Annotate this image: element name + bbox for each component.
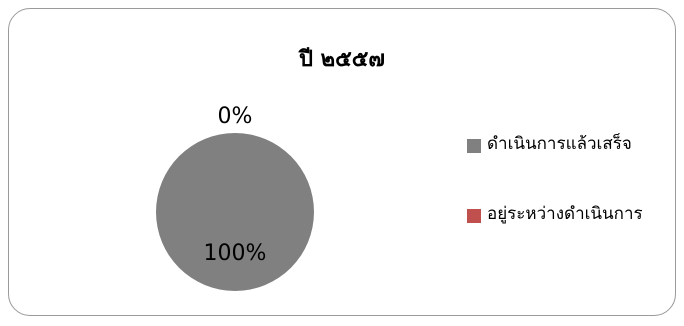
data-label-in-progress: 0%: [218, 104, 253, 129]
legend-swatch-in-progress: [467, 208, 481, 223]
legend: ดำเนินการแล้วเสร็จ อยู่ระหว่างดำเนินการ: [467, 130, 672, 230]
chart-card: ปี ๒๕๕๗ 100% 0% ดำเนินการแล้วเสร็จ อยู่ระ…: [8, 8, 676, 316]
data-label-completed: 100%: [204, 241, 267, 266]
pie-chart: 100% 0%: [156, 104, 314, 291]
legend-swatch-completed: [467, 139, 481, 153]
legend-item-completed: ดำเนินการแล้วเสร็จ: [467, 130, 672, 160]
legend-label-completed: ดำเนินการแล้วเสร็จ: [487, 134, 632, 154]
chart-title: ปี ๒๕๕๗: [299, 47, 385, 72]
legend-label-in-progress: อยู่ระหว่างดำเนินการ: [487, 203, 643, 224]
pie-slice-completed: [156, 133, 314, 291]
legend-item-in-progress: อยู่ระหว่างดำเนินการ: [467, 200, 672, 230]
